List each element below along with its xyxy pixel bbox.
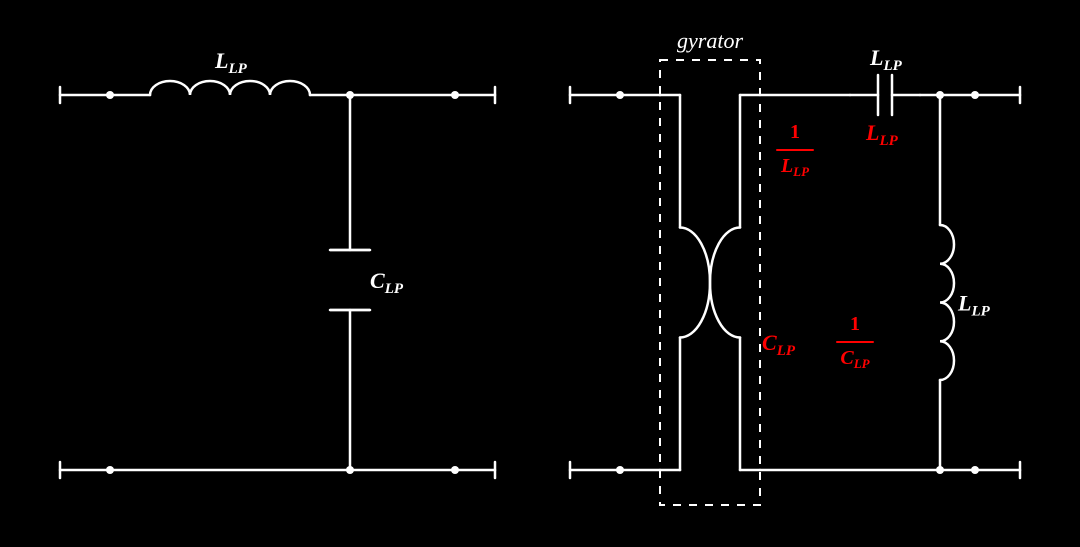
left-lowpass-lc: LLP CLP (60, 48, 495, 478)
label-series-cap-white: LLP (869, 45, 903, 74)
svg-text:CLP: CLP (370, 268, 404, 297)
svg-text:LLP: LLP (957, 291, 991, 320)
svg-text:LLP: LLP (214, 48, 248, 77)
label-shunt-ind-white: LLP (957, 291, 991, 320)
svg-text:CLP: CLP (840, 347, 870, 371)
label-shunt-ind-red-CLP: CLP (762, 330, 796, 359)
label-L-lp-left: LLP (214, 48, 248, 77)
shunt-inductor (940, 225, 954, 380)
label-series-cap-red-LLP: LLP (865, 120, 899, 149)
svg-text:LLP: LLP (869, 45, 903, 74)
svg-text:CLP: CLP (762, 330, 796, 359)
label-gyrator: gyrator (677, 28, 743, 53)
svg-text:LLP: LLP (865, 120, 899, 149)
label-series-cap-red-frac: 1 LLP (777, 121, 813, 179)
svg-text:1: 1 (850, 313, 860, 335)
label-shunt-ind-red-frac: 1 CLP (837, 313, 873, 371)
right-gyrator-dual: gyrator LLP LLP 1 LLP LLP CLP 1 CLP (570, 28, 1020, 505)
label-C-lp-left: CLP (370, 268, 404, 297)
series-inductor (150, 81, 310, 95)
svg-text:1: 1 (790, 121, 800, 143)
svg-text:LLP: LLP (780, 155, 810, 179)
